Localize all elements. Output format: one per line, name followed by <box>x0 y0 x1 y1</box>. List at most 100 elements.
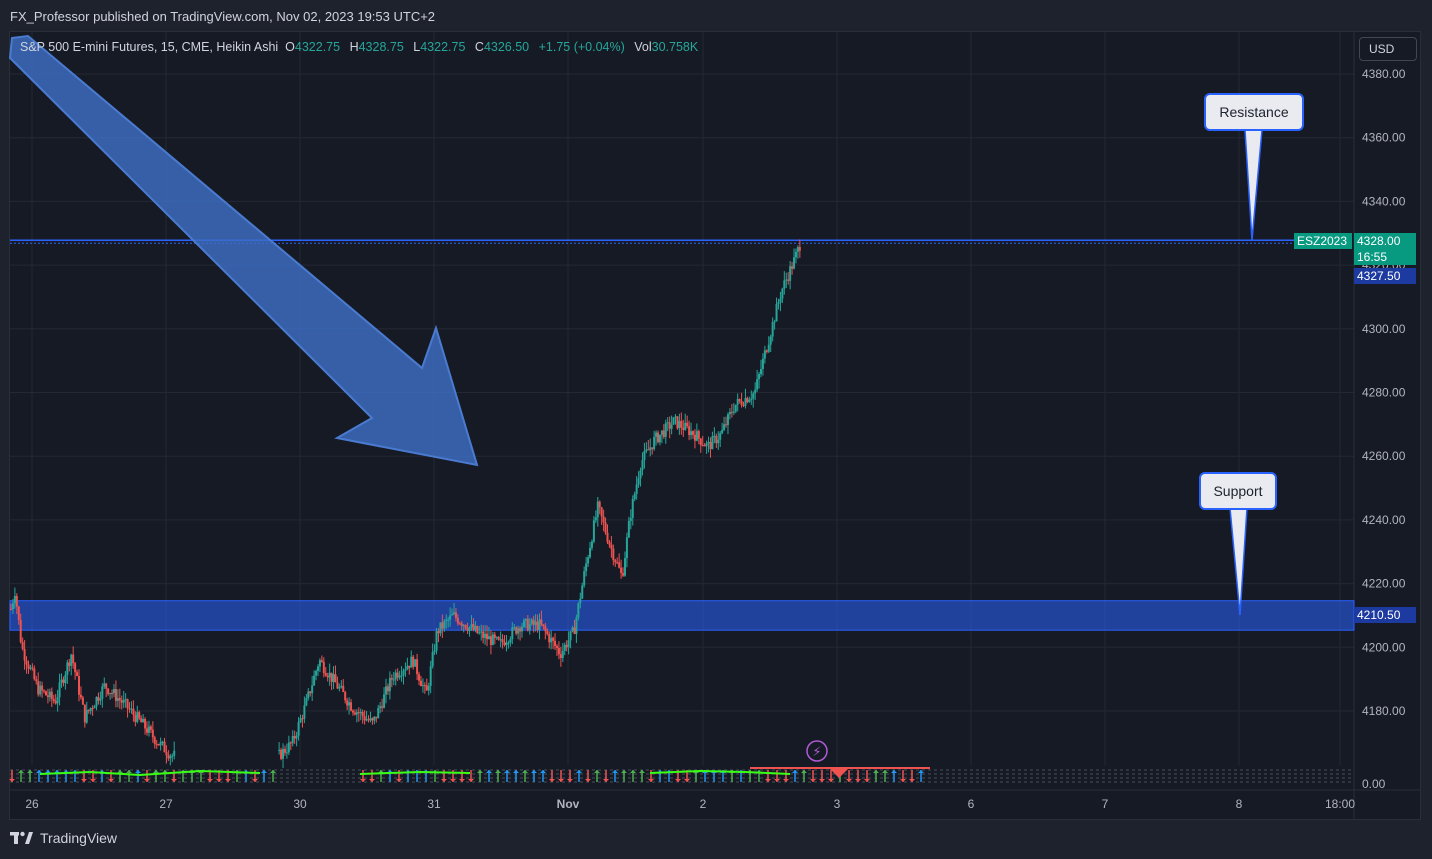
signal-down-arrow <box>225 779 231 782</box>
candle-body <box>21 642 24 649</box>
candle-body <box>668 422 671 429</box>
signal-down-arrow <box>855 779 861 782</box>
signal-down-arrow <box>819 779 825 782</box>
candle-body <box>575 617 578 634</box>
candle-body <box>550 637 553 643</box>
candle-body <box>462 624 465 626</box>
candle-body <box>315 670 318 676</box>
candle-body <box>647 449 650 451</box>
candle-body <box>519 628 522 632</box>
candle-body <box>301 718 304 720</box>
candle-body <box>631 499 634 519</box>
candle-body <box>793 257 796 269</box>
candle-body <box>410 656 413 668</box>
candle-body <box>789 266 792 281</box>
support-callout-tail <box>1229 507 1248 616</box>
candle-body <box>365 719 368 721</box>
candle-body <box>532 619 535 625</box>
candle-body <box>507 642 510 644</box>
candle-body <box>598 501 601 508</box>
signal-up-arrow <box>522 770 528 773</box>
candle-body <box>66 662 69 675</box>
support-callout[interactable]: Support <box>1199 472 1277 510</box>
candle-body <box>653 436 656 450</box>
candle-body <box>373 716 376 721</box>
open-value: 4322.75 <box>294 40 341 54</box>
signal-down-arrow <box>774 779 780 782</box>
candle-body <box>377 707 380 719</box>
signal-up-arrow <box>513 770 519 773</box>
candle-body <box>386 686 389 692</box>
support-zone <box>9 600 1355 631</box>
candle-body <box>717 439 720 444</box>
candle-body <box>305 698 308 706</box>
candle-body <box>423 685 426 687</box>
candle-body <box>548 634 551 643</box>
candle-body <box>787 279 790 281</box>
candle-body <box>573 627 576 634</box>
candle-body <box>17 606 20 621</box>
candle-body <box>414 659 417 667</box>
time-axis-label: 26 <box>25 797 39 811</box>
candle-body <box>140 718 143 723</box>
signal-up-arrow <box>531 770 537 773</box>
candle-body <box>590 541 593 548</box>
candle-body <box>579 598 582 604</box>
price-axis-label: 4260.00 <box>1362 449 1406 463</box>
candle-body <box>691 431 694 435</box>
candle-body <box>167 755 170 759</box>
candle-body <box>491 634 494 645</box>
candle-body <box>779 298 782 303</box>
candle-body <box>460 623 463 626</box>
candle-body <box>785 279 788 281</box>
candle-body <box>592 520 595 542</box>
trend-arrow-layer <box>8 34 479 467</box>
candle-body <box>701 444 704 446</box>
lightning-badge[interactable]: ⚡ <box>806 740 828 762</box>
candle-body <box>379 706 382 708</box>
candle-body <box>99 698 102 701</box>
candle-body <box>295 735 298 739</box>
candle-body <box>602 516 605 523</box>
candle-body <box>369 718 372 721</box>
candle-body <box>10 609 12 611</box>
signal-down-arrow <box>846 779 852 782</box>
chart-frame[interactable] <box>9 31 1421 820</box>
candle-body <box>60 679 63 683</box>
candle-body <box>394 672 397 680</box>
candle-body <box>437 631 440 634</box>
candle-body <box>487 636 490 640</box>
candle-body <box>742 404 745 406</box>
candle-body <box>429 666 432 686</box>
candle-body <box>641 460 644 471</box>
candle-body <box>728 411 731 415</box>
candle-body <box>297 722 300 736</box>
candle-body <box>569 631 572 641</box>
candle-body <box>693 434 696 441</box>
signal-down-arrow <box>675 779 681 782</box>
signal-down-arrow <box>441 779 447 782</box>
candle-body <box>43 690 46 692</box>
candle-body <box>363 716 366 721</box>
candle-body <box>536 621 539 631</box>
resistance-label: Resistance <box>1219 104 1289 120</box>
currency-button[interactable]: USD <box>1359 37 1417 61</box>
signal-up-arrow <box>504 770 510 773</box>
candle-body <box>629 518 632 521</box>
candle-body <box>577 603 580 618</box>
signal-trend-line <box>359 770 471 775</box>
candle-body <box>748 399 751 403</box>
change-value: +1.75 (+0.04%) <box>538 40 625 54</box>
candle-body <box>320 660 323 662</box>
tradingview-brand[interactable]: TradingView <box>10 830 117 846</box>
signal-up-arrow <box>891 770 897 773</box>
candle-body <box>64 674 67 684</box>
signal-up-arrow <box>792 770 798 773</box>
candle-body <box>538 619 541 631</box>
resistance-callout[interactable]: Resistance <box>1204 93 1304 131</box>
downtrend-arrow[interactable] <box>8 34 479 467</box>
signal-down-arrow <box>603 779 609 782</box>
ticker-tag: ESZ2023 <box>1294 233 1352 249</box>
signal-up-arrow <box>495 770 501 773</box>
